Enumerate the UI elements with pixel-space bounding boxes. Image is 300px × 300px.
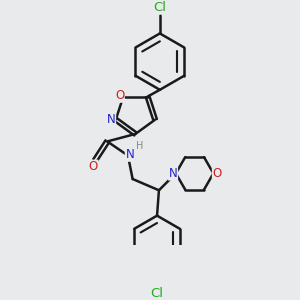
- Text: O: O: [115, 89, 124, 102]
- Text: N: N: [125, 148, 134, 161]
- Text: Cl: Cl: [151, 287, 164, 300]
- Text: N: N: [107, 113, 116, 126]
- Text: O: O: [88, 160, 98, 173]
- Text: N: N: [169, 167, 177, 180]
- Text: H: H: [136, 141, 144, 151]
- Text: Cl: Cl: [153, 1, 167, 13]
- Text: O: O: [212, 167, 222, 180]
